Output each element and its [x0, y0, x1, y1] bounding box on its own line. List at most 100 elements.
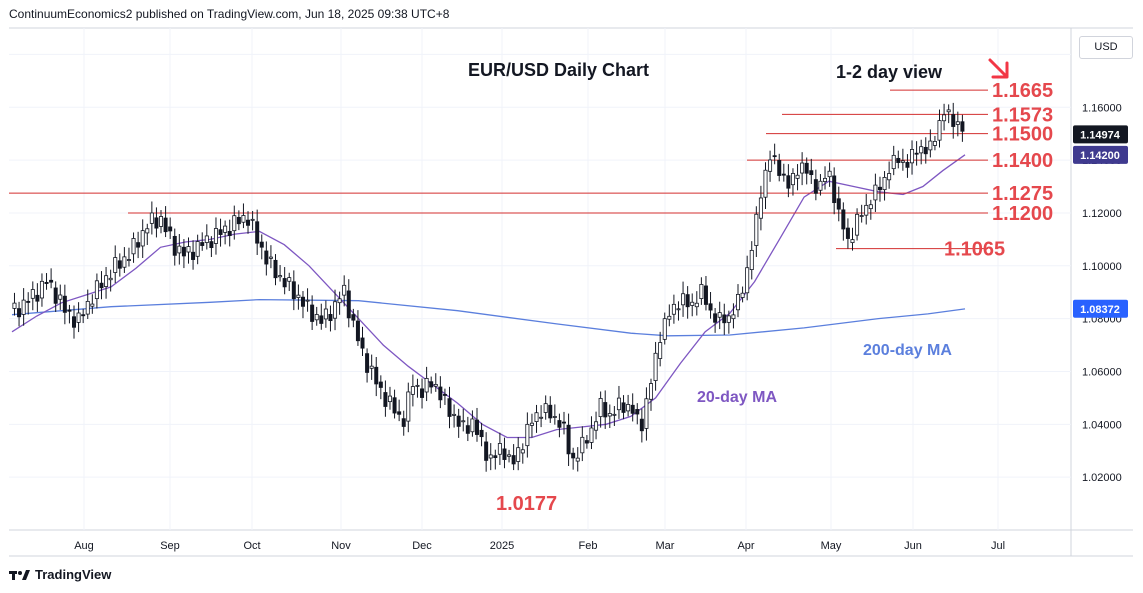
candle-down	[722, 314, 727, 324]
candle-up	[424, 378, 429, 393]
candle-up	[529, 422, 534, 426]
candle-up	[740, 292, 745, 298]
candle-up	[323, 308, 328, 320]
candle-up	[823, 177, 828, 182]
candle-down	[300, 296, 305, 307]
level-label-1.1200: 1.1200	[992, 203, 1053, 225]
candle-down	[603, 402, 608, 418]
price-tick-1: 1.16000	[1082, 102, 1122, 114]
candle-up	[520, 449, 525, 454]
candle-up	[497, 443, 502, 455]
candle-up	[195, 241, 200, 257]
candle-up	[108, 277, 113, 281]
candle-up	[681, 293, 686, 306]
time-label-3: Nov	[331, 540, 351, 552]
candle-down	[53, 287, 58, 304]
candle-up	[955, 121, 960, 125]
candle-up	[795, 174, 800, 179]
candle-up	[507, 454, 512, 457]
candle-up	[122, 256, 127, 268]
candle-down	[877, 186, 882, 191]
candle-up	[552, 416, 557, 418]
candle-up	[333, 301, 338, 319]
candle-up	[140, 230, 145, 247]
candle-down	[392, 397, 397, 414]
candle-up	[177, 245, 182, 254]
candle-up	[790, 173, 795, 186]
candle-up	[855, 213, 860, 236]
ma20-label: 20-day MA	[697, 389, 777, 406]
time-label-11: Jul	[991, 540, 1005, 552]
candle-up	[919, 146, 924, 154]
candle-down	[255, 221, 260, 244]
candle-up	[90, 303, 95, 307]
candle-down	[200, 242, 205, 246]
time-axis-labels[interactable]: Aug Sep Oct Nov Dec 2025 Feb Mar Apr May Jun Jul	[74, 540, 1005, 552]
candle-down	[479, 429, 484, 438]
chart-title: EUR/USD Daily Chart	[468, 60, 649, 80]
candle-down	[621, 402, 626, 413]
candle-up	[223, 225, 228, 233]
level-label-1.1573: 1.1573	[992, 104, 1053, 126]
time-label-8: Apr	[737, 540, 754, 552]
candle-down	[951, 114, 956, 127]
candle-down	[17, 308, 22, 318]
candle-down	[181, 246, 186, 257]
candle-down	[401, 418, 406, 427]
candle-up	[30, 289, 35, 299]
footer-brand[interactable]: TradingView	[9, 567, 111, 582]
candle-up	[694, 302, 699, 308]
candle-up	[676, 308, 681, 311]
price-badge-1.14200	[1073, 145, 1128, 164]
candle-up	[85, 300, 90, 315]
candle-up	[763, 169, 768, 198]
candle-up	[21, 299, 26, 315]
candle-up	[649, 383, 654, 400]
currency-button[interactable]: USD	[1079, 36, 1133, 59]
candle-up	[653, 352, 658, 381]
candle-up	[580, 436, 585, 454]
price-badges: 1.14974 1.14200 1.08372	[1073, 125, 1128, 318]
candle-up	[859, 215, 864, 217]
candle-up	[268, 256, 273, 259]
candle-down	[81, 314, 86, 317]
candle-up	[543, 403, 548, 413]
candle-down	[836, 198, 841, 210]
candle-down	[264, 250, 269, 265]
candle-down	[218, 229, 223, 235]
footer-brand-label: TradingView	[35, 567, 112, 582]
candle-down	[502, 448, 507, 460]
candle-down	[154, 217, 159, 229]
candle-down	[447, 398, 452, 417]
candle-down	[630, 404, 635, 414]
candle-up	[745, 267, 750, 294]
candle-up	[149, 212, 154, 224]
candle-up	[616, 397, 621, 411]
candle-down	[378, 381, 383, 388]
candle-up	[690, 301, 695, 306]
candle-down	[781, 173, 786, 176]
plot-area[interactable]	[9, 28, 1071, 530]
candle-up	[94, 280, 99, 300]
time-label-0: Aug	[74, 540, 94, 552]
candle-down	[355, 320, 360, 342]
price-badge-text-1.08372: 1.08372	[1080, 304, 1120, 316]
candle-up	[113, 257, 118, 273]
low-annotation: 1.0177	[496, 493, 557, 515]
candle-up	[525, 423, 530, 447]
candle-up	[452, 413, 457, 416]
candle-up	[671, 303, 676, 315]
candle-down	[557, 420, 562, 428]
candle-up	[850, 239, 855, 244]
candle-up	[250, 218, 255, 221]
candle-down	[246, 219, 251, 226]
candle-down	[841, 209, 846, 230]
price-axis-ticks[interactable]: 1.180001.160001.140001.120001.100001.080…	[1082, 49, 1122, 484]
candle-down	[561, 421, 566, 424]
candle-up	[58, 294, 63, 300]
candle-down	[923, 146, 928, 155]
candle-up	[410, 386, 415, 395]
time-label-10: Jun	[904, 540, 922, 552]
candle-up	[667, 315, 672, 320]
